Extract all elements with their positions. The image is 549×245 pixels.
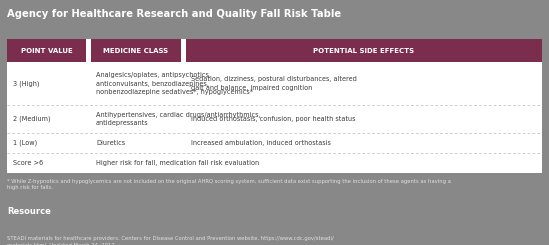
Text: Diuretics: Diuretics	[96, 140, 125, 146]
Text: POINT VALUE: POINT VALUE	[21, 48, 72, 54]
Text: Sedation, dizziness, postural disturbances, altered
gait and balance, impaired c: Sedation, dizziness, postural disturbanc…	[191, 76, 357, 91]
Text: POTENTIAL SIDE EFFECTS: POTENTIAL SIDE EFFECTS	[313, 48, 414, 54]
Text: Analgesics/opiates, antipsychotics,
anticonvulsants, benzodiazepines,
nonbenzodi: Analgesics/opiates, antipsychotics, anti…	[96, 72, 253, 95]
FancyBboxPatch shape	[7, 62, 542, 173]
FancyBboxPatch shape	[7, 39, 542, 62]
Text: Induced orthostasis, confusion, poor health status: Induced orthostasis, confusion, poor hea…	[191, 116, 356, 122]
FancyBboxPatch shape	[7, 39, 86, 62]
Text: 2 (Medium): 2 (Medium)	[13, 116, 50, 122]
Text: Resource: Resource	[7, 207, 51, 216]
Text: Increased ambulation, induced orthostasis: Increased ambulation, induced orthostasi…	[191, 140, 331, 146]
Text: * While Z-hypnotics and hypoglycemics are not included on the original AHRQ scor: * While Z-hypnotics and hypoglycemics ar…	[7, 179, 451, 190]
Text: 1 (Low): 1 (Low)	[13, 140, 37, 146]
Text: STEADI materials for healthcare providers. Centers for Disease Control and Preve: STEADI materials for healthcare provider…	[7, 236, 334, 245]
Text: Higher risk for fall, medication fall risk evaluation: Higher risk for fall, medication fall ri…	[96, 160, 259, 166]
Text: Antihypertensives, cardiac drugs/antiarrhythmics,
antidepressants: Antihypertensives, cardiac drugs/antiarr…	[96, 112, 261, 126]
Text: Score >6: Score >6	[13, 160, 43, 166]
Text: 3 (High): 3 (High)	[13, 80, 39, 87]
FancyBboxPatch shape	[186, 39, 542, 62]
Text: MEDICINE CLASS: MEDICINE CLASS	[103, 48, 169, 54]
Text: Agency for Healthcare Research and Quality Fall Risk Table: Agency for Healthcare Research and Quali…	[7, 9, 341, 19]
FancyBboxPatch shape	[91, 39, 181, 62]
